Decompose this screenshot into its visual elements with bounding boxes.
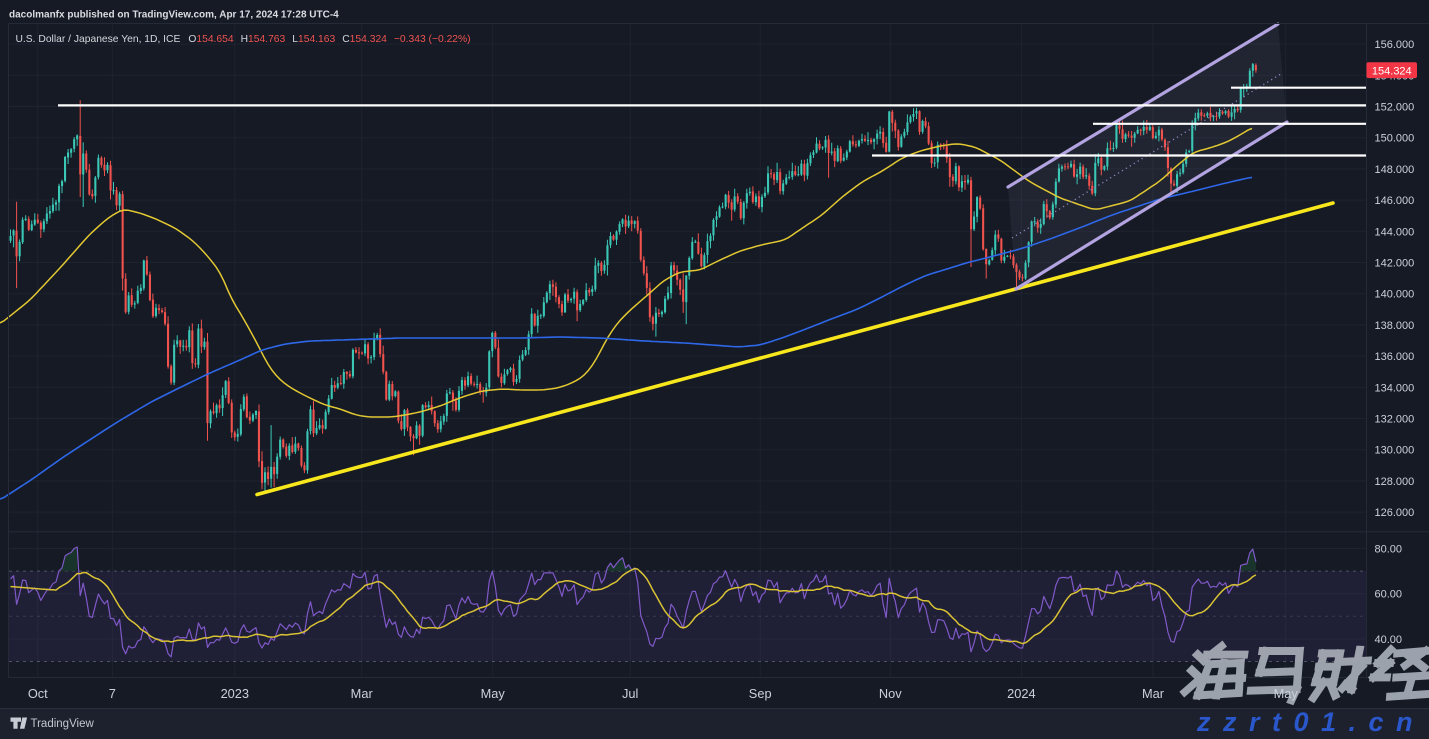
- svg-text:138.000: 138.000: [1375, 320, 1415, 332]
- svg-text:134.000: 134.000: [1375, 382, 1415, 394]
- svg-text:132.000: 132.000: [1375, 414, 1415, 426]
- svg-text:U.S. Dollar / Japanese Yen, 1D: U.S. Dollar / Japanese Yen, 1D, ICE O154.…: [16, 34, 471, 45]
- svg-text:154.324: 154.324: [1372, 65, 1412, 77]
- svg-text:150.000: 150.000: [1375, 133, 1415, 145]
- svg-text:140.000: 140.000: [1375, 289, 1415, 301]
- svg-text:Oct: Oct: [28, 686, 48, 701]
- svg-text:128.000: 128.000: [1375, 476, 1415, 488]
- svg-text:TradingView: TradingView: [31, 718, 95, 730]
- svg-text:152.000: 152.000: [1375, 102, 1415, 114]
- svg-text:May: May: [481, 686, 506, 701]
- svg-text:136.000: 136.000: [1375, 351, 1415, 363]
- svg-text:2023: 2023: [221, 686, 249, 701]
- svg-text:80.00: 80.00: [1375, 544, 1403, 556]
- svg-text:Jul: Jul: [622, 686, 638, 701]
- svg-text:144.000: 144.000: [1375, 226, 1415, 238]
- svg-text:126.000: 126.000: [1375, 507, 1415, 519]
- svg-text:40.00: 40.00: [1375, 634, 1403, 646]
- svg-text:146.000: 146.000: [1375, 195, 1415, 207]
- svg-text:2024: 2024: [1007, 686, 1035, 701]
- svg-text:156.000: 156.000: [1375, 39, 1415, 51]
- svg-text:Mar: Mar: [351, 686, 374, 701]
- svg-text:142.000: 142.000: [1375, 258, 1415, 270]
- svg-text:60.00: 60.00: [1375, 589, 1403, 601]
- svg-text:148.000: 148.000: [1375, 164, 1415, 176]
- svg-text:Mar: Mar: [1142, 686, 1165, 701]
- svg-text:Sep: Sep: [749, 686, 772, 701]
- svg-text:zzrt01.cn: zzrt01.cn: [1196, 707, 1425, 737]
- svg-text:7: 7: [109, 686, 116, 701]
- svg-text:dacolmanfx published on Tradin: dacolmanfx published on TradingView.com,…: [9, 10, 339, 21]
- svg-text:130.000: 130.000: [1375, 445, 1415, 457]
- svg-text:Nov: Nov: [879, 686, 902, 701]
- svg-text:May: May: [1274, 686, 1299, 701]
